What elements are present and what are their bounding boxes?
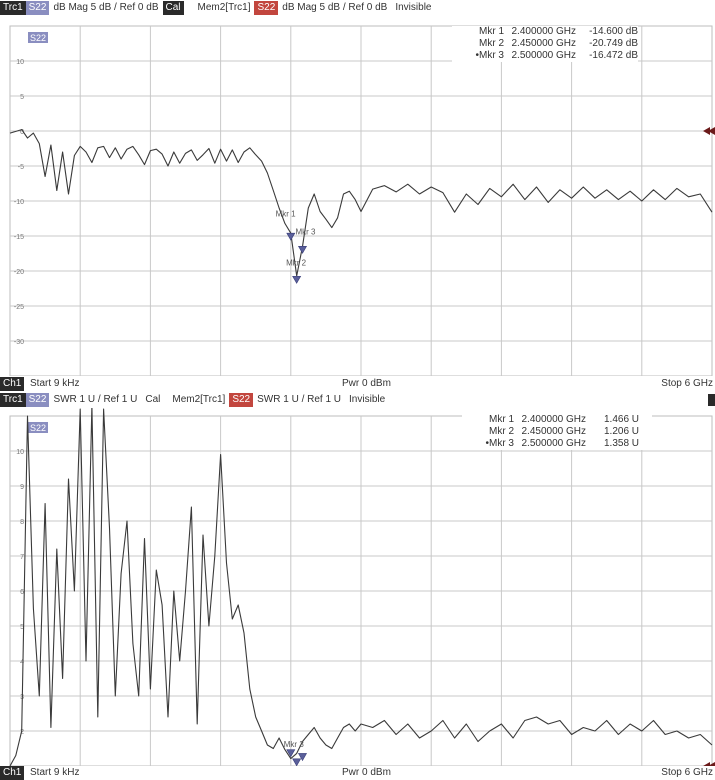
trace-format[interactable]: dB Mag 5 dB / Ref 0 dB <box>53 2 159 13</box>
marker-tag: Mkr 1 <box>276 209 297 218</box>
channel-label[interactable]: Ch1 <box>0 377 25 391</box>
source-power[interactable]: Pwr 0 dBm <box>342 767 391 778</box>
stop-frequency[interactable]: Stop 6 GHz <box>661 767 713 778</box>
marker-tag: Mkr 3 <box>295 228 316 237</box>
trace-label: S22 <box>30 33 46 43</box>
trace-line <box>9 129 713 277</box>
trace-line <box>9 408 713 766</box>
marker-tag: Mkr 2 <box>286 258 307 267</box>
channel-footer: Ch1 Start 9 kHz Pwr 0 dBm Stop 6 GHz <box>0 766 715 780</box>
marker-row: Mkr 1 2.400000 GHz 1.466 U <box>489 414 640 425</box>
source-power[interactable]: Pwr 0 dBm <box>342 378 391 389</box>
marker-table: Mkr 1 2.400000 GHz 1.466 U Mkr 2 2.450000 G… <box>462 414 652 450</box>
marker-row: Mkr 2 2.450000 GHz -20.749 dB <box>479 38 638 49</box>
y-tick-label: 0 <box>20 129 24 136</box>
memory-trace-param[interactable]: S22 <box>254 1 279 15</box>
trace-format[interactable]: SWR 1 U / Ref 1 U <box>53 394 138 405</box>
y-tick-label: 5 <box>20 624 24 631</box>
marker-triangle[interactable] <box>292 275 302 284</box>
marker-table: Mkr 1 2.400000 GHz -14.600 dB Mkr 2 2.45000… <box>452 26 638 62</box>
y-tick-label: 7 <box>20 554 24 561</box>
y-tick-label: -25 <box>14 304 24 311</box>
trace-label-badge <box>28 422 48 433</box>
channel-label[interactable]: Ch1 <box>0 766 25 780</box>
marker-row: Mkr 2 2.450000 GHz 1.206 U <box>489 426 640 437</box>
reference-level-arrow[interactable] <box>703 762 710 766</box>
trace-param[interactable]: S22 <box>25 1 50 15</box>
y-tick-label: 4 <box>20 659 24 666</box>
reference-level-arrow[interactable] <box>703 127 710 135</box>
start-frequency[interactable]: Start 9 kHz <box>30 378 80 389</box>
reference-level-arrow[interactable] <box>708 762 715 766</box>
marker-row: •Mkr 3 2.500000 GHz 1.358 U <box>485 438 640 449</box>
trace-name[interactable]: Trc1 <box>0 393 26 407</box>
memory-trace-name[interactable]: Mem2[Trc1] <box>197 2 251 13</box>
channel-footer: Ch1 Start 9 kHz Pwr 0 dBm Stop 6 GHz <box>0 377 715 391</box>
marker-triangle[interactable] <box>286 232 296 241</box>
trace-header: Trc1 S22 SWR 1 U / Ref 1 U Cal Mem2[Trc1] S22… <box>0 392 715 408</box>
memory-trace-param[interactable]: S22 <box>229 393 254 407</box>
trace-header: Trc1 S22 dB Mag 5 dB / Ref 0 dB Cal Mem2[Trc… <box>0 0 715 16</box>
y-tick-label: -15 <box>14 234 24 241</box>
marker-row: •Mkr 3 2.500000 GHz -16.472 dB <box>475 50 638 61</box>
y-tick-label: 5 <box>20 94 24 101</box>
y-tick-label: 8 <box>20 519 24 526</box>
y-tick-label: -30 <box>14 339 24 346</box>
y-tick-label: 10 <box>16 59 24 66</box>
y-tick-label: 2 <box>20 729 24 736</box>
trace-name[interactable]: Trc1 <box>0 1 26 15</box>
reference-level-arrow[interactable] <box>708 127 715 135</box>
trace-label-badge <box>28 32 48 43</box>
y-tick-label: 10 <box>16 449 24 456</box>
cal-status: Cal <box>162 1 184 15</box>
marker-triangle[interactable] <box>297 753 308 762</box>
stop-frequency[interactable]: Stop 6 GHz <box>661 378 713 389</box>
trace-param[interactable]: S22 <box>25 393 50 407</box>
memory-trace-format[interactable]: dB Mag 5 dB / Ref 0 dB <box>282 2 388 13</box>
marker-triangle[interactable] <box>297 246 308 254</box>
start-frequency[interactable]: Start 9 kHz <box>30 767 80 778</box>
y-tick-label: -10 <box>14 199 24 206</box>
dbmag-chart[interactable]: 10 5 0 -5 -10 -15 -20 -25 -30 S22 Mkr 1 Mkr 3 Mkr 2 <box>0 16 715 376</box>
s22-dbmag-panel: Trc1 S22 dB Mag 5 dB / Ref 0 dB Cal Mem2[Trc… <box>0 0 715 391</box>
panel-edge-tab <box>708 394 715 406</box>
marker-row: Mkr 1 2.400000 GHz -14.600 dB <box>479 26 638 37</box>
memory-trace-state: Invisible <box>395 2 432 13</box>
y-tick-label: 6 <box>20 589 24 596</box>
y-tick-label: -5 <box>18 164 24 171</box>
memory-trace-format[interactable]: SWR 1 U / Ref 1 U <box>257 394 342 405</box>
marker-triangle[interactable] <box>292 758 302 766</box>
y-tick-label: 9 <box>20 484 24 491</box>
marker-tag: Mkr 3 <box>284 740 305 749</box>
marker-triangle[interactable] <box>286 749 296 758</box>
y-tick-label: -20 <box>14 269 24 276</box>
memory-trace-name[interactable]: Mem2[Trc1] <box>172 394 226 405</box>
cal-status: Cal <box>145 394 161 405</box>
memory-trace-state: Invisible <box>349 394 386 405</box>
trace-label: S22 <box>30 423 46 433</box>
s22-swr-panel: Trc1 S22 SWR 1 U / Ref 1 U Cal Mem2[Trc1] S22… <box>0 392 715 780</box>
